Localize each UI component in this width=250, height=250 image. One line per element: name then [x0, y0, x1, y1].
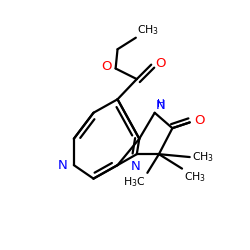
Text: N: N	[58, 159, 68, 172]
Text: CH$_3$: CH$_3$	[192, 150, 214, 164]
Text: O: O	[101, 60, 112, 74]
Text: O: O	[194, 114, 204, 127]
Text: N: N	[156, 99, 166, 112]
Text: N: N	[131, 160, 141, 173]
Text: H$_3$C: H$_3$C	[123, 175, 145, 188]
Text: CH$_3$: CH$_3$	[137, 23, 159, 37]
Text: CH$_3$: CH$_3$	[184, 170, 206, 184]
Text: O: O	[156, 56, 166, 70]
Text: H: H	[157, 99, 165, 109]
